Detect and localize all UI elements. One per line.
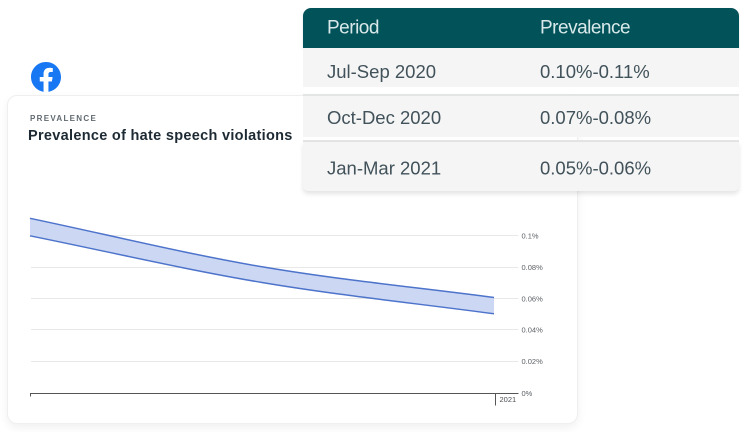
svg-text:0.1%: 0.1% xyxy=(522,231,539,240)
svg-text:0.02%: 0.02% xyxy=(522,357,544,366)
svg-text:0.04%: 0.04% xyxy=(522,325,544,334)
svg-text:0.06%: 0.06% xyxy=(522,294,544,303)
svg-text:0.08%: 0.08% xyxy=(522,263,544,272)
svg-text:2021: 2021 xyxy=(500,395,517,404)
svg-text:0%: 0% xyxy=(522,389,533,398)
